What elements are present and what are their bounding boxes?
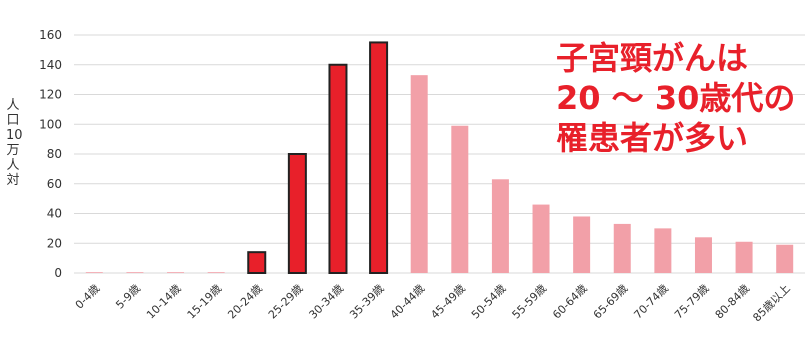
- x-tick-label: 45-49歳: [428, 282, 468, 322]
- bar-25-29歳: [287, 153, 307, 274]
- bar-0-4歳: [85, 272, 103, 273]
- bar-80-84歳: [735, 241, 753, 273]
- y-tick-label: 20: [47, 236, 62, 250]
- x-tick-label: 50-54歳: [469, 282, 509, 322]
- x-tick-label: 85歳以上: [750, 282, 792, 324]
- x-tick-label: 20-24歳: [225, 282, 265, 322]
- bar-65-69歳: [613, 223, 631, 273]
- x-tick-label: 0-4歳: [73, 282, 103, 312]
- y-tick-label: 120: [39, 88, 62, 102]
- x-tick-label: 80-84歳: [713, 282, 753, 322]
- x-tick-label: 25-29歳: [266, 282, 306, 322]
- bar-60-64歳: [573, 216, 591, 273]
- x-tick-label: 5-9歳: [113, 282, 143, 312]
- y-tick-label: 160: [39, 28, 62, 42]
- annotation-line-2: 20 ～ 30歳代の: [556, 79, 796, 117]
- bar-40-44歳: [410, 75, 428, 273]
- y-tick-label: 80: [47, 147, 62, 161]
- x-tick-label: 35-39歳: [347, 282, 387, 322]
- bar-10-14歳: [167, 272, 185, 273]
- y-tick-label: 60: [47, 177, 62, 191]
- y-axis-label: 人口10万人対: [6, 98, 23, 188]
- y-tick-label: 100: [39, 117, 62, 131]
- x-tick-label: 65-69歳: [591, 282, 631, 322]
- x-tick-label: 10-14歳: [144, 282, 184, 322]
- annotation-line-1: 子宮頸がんは: [556, 39, 749, 77]
- annotation-line-3: 罹患者が多い: [556, 119, 749, 157]
- bar-85歳以上: [776, 244, 794, 273]
- x-tick-label: 30-34歳: [307, 282, 347, 322]
- bar-50-54歳: [491, 179, 509, 273]
- x-tick-label: 55-59歳: [510, 282, 550, 322]
- bar-75-79歳: [694, 237, 712, 273]
- y-tick-label: 0: [54, 266, 62, 280]
- x-tick-label: 40-44歳: [388, 282, 428, 322]
- bar-45-49歳: [451, 125, 469, 273]
- bar-20-24歳: [247, 251, 267, 275]
- y-tick-label: 40: [47, 207, 62, 221]
- y-tick-label: 140: [39, 58, 62, 72]
- annotation-text: 子宮頸がんは 20 ～ 30歳代の 罹患者が多い: [556, 38, 795, 158]
- bar-5-9歳: [126, 272, 144, 273]
- bar-30-34歳: [328, 63, 348, 274]
- x-tick-label: 70-74歳: [631, 282, 671, 322]
- x-tick-label: 60-64歳: [550, 282, 590, 322]
- x-tick-label: 75-79歳: [672, 282, 712, 322]
- x-tick-label: 15-19歳: [185, 282, 225, 322]
- bar-15-19歳: [207, 272, 225, 273]
- bar-35-39歳: [369, 41, 389, 274]
- bar-55-59歳: [532, 204, 550, 273]
- bar-70-74歳: [654, 228, 672, 273]
